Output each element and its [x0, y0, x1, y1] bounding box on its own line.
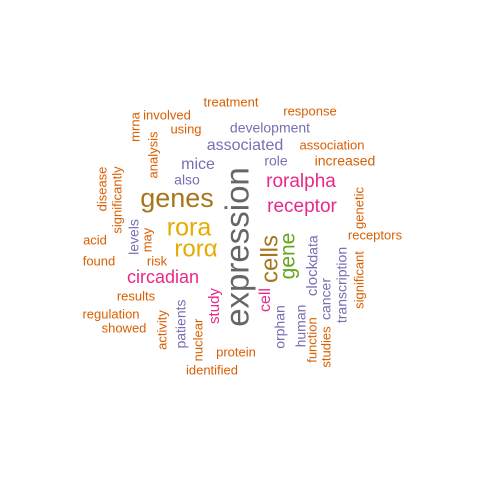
- word-treatment: treatment: [204, 94, 259, 109]
- word-receptors: receptors: [348, 227, 403, 242]
- word-transcription: transcription: [334, 247, 350, 323]
- word-orphan: orphan: [272, 305, 288, 349]
- word-using: using: [170, 121, 201, 136]
- word-expression: expression: [219, 167, 256, 327]
- word-risk: risk: [147, 253, 168, 268]
- word-rorα: rorα: [174, 235, 217, 262]
- word-genetic: genetic: [351, 187, 366, 229]
- word-acid: acid: [83, 232, 107, 247]
- word-receptor: receptor: [267, 196, 337, 217]
- word-also: also: [174, 172, 200, 188]
- word-cells: cells: [256, 235, 283, 283]
- word-response: response: [283, 103, 336, 118]
- word-levels: levels: [126, 219, 142, 255]
- word-identified: identified: [186, 362, 238, 377]
- word-data: data: [305, 235, 321, 262]
- word-found: found: [83, 253, 116, 268]
- word-cell: cell: [257, 288, 274, 312]
- word-studies: studies: [318, 326, 333, 368]
- word-results: results: [117, 288, 156, 303]
- word-protein: protein: [216, 344, 256, 359]
- word-disease: disease: [94, 167, 109, 212]
- word-regulation: regulation: [82, 306, 139, 321]
- word-mrna: mrna: [127, 111, 142, 141]
- word-associated: associated: [207, 137, 284, 154]
- word-roralpha: roralpha: [266, 171, 336, 192]
- word-significant: significant: [351, 251, 366, 309]
- word-increased: increased: [315, 153, 376, 169]
- word-association: association: [299, 137, 364, 152]
- word-analysis: analysis: [145, 131, 160, 178]
- word-gene: gene: [277, 233, 300, 280]
- word-significantly: significantly: [109, 166, 124, 234]
- word-cancer: cancer: [318, 278, 334, 320]
- word-mice: mice: [181, 156, 215, 173]
- word-development: development: [230, 120, 310, 136]
- word-activity: activity: [154, 310, 169, 350]
- word-may: may: [139, 227, 154, 252]
- word-patients: patients: [173, 299, 189, 348]
- word-function: function: [304, 317, 319, 363]
- word-involved: involved: [143, 107, 191, 122]
- word-showed: showed: [102, 320, 147, 335]
- word-nuclear: nuclear: [190, 318, 205, 361]
- word-genes: genes: [140, 183, 214, 213]
- word-circadian: circadian: [127, 267, 199, 287]
- word-study: study: [206, 288, 223, 324]
- word-human: human: [293, 305, 309, 348]
- word-role: role: [264, 153, 288, 169]
- word-clock: clock: [304, 261, 321, 296]
- word-rora: rora: [167, 214, 212, 242]
